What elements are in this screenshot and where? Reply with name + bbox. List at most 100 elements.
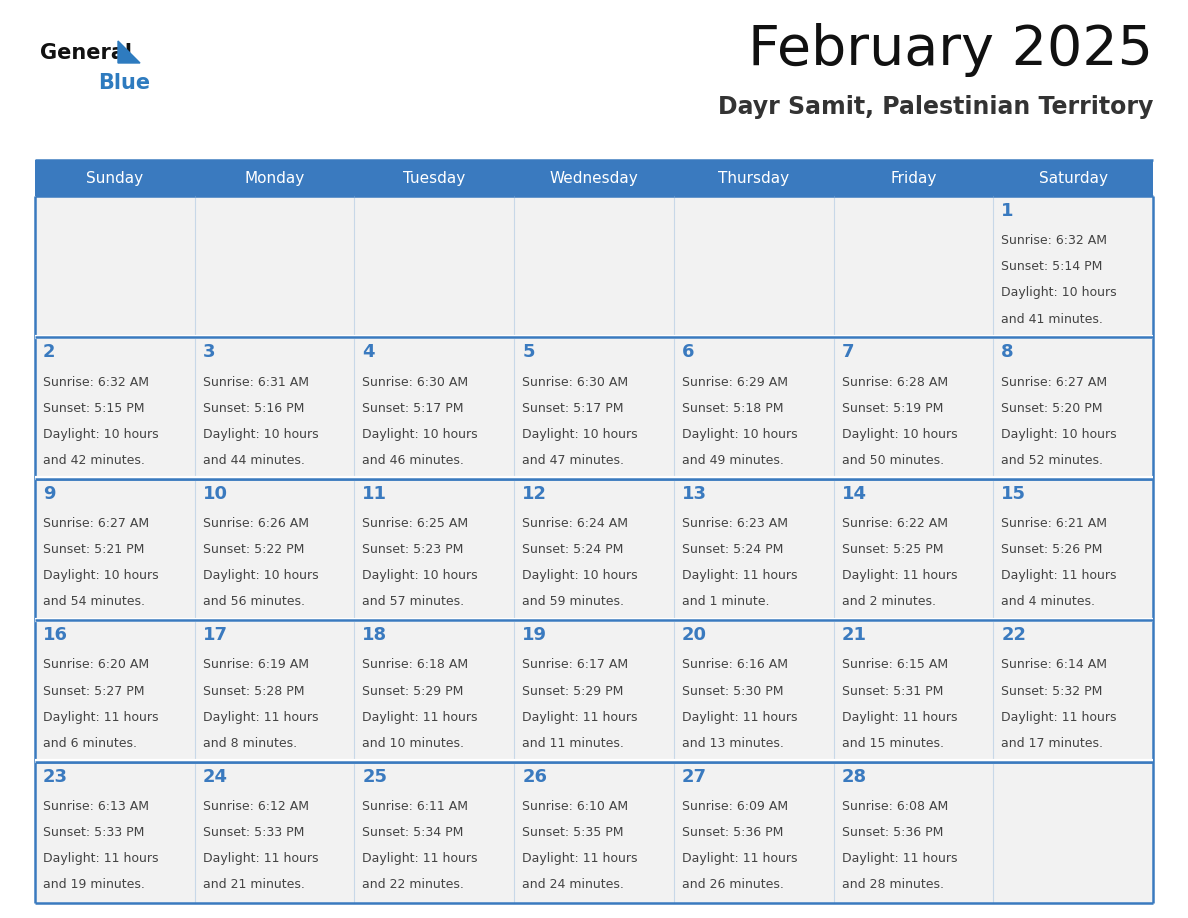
- Text: Sunrise: 6:24 AM: Sunrise: 6:24 AM: [523, 517, 628, 530]
- Bar: [834, 762, 993, 903]
- Text: 24: 24: [203, 767, 228, 786]
- Text: 3: 3: [203, 343, 215, 362]
- Text: Daylight: 11 hours: Daylight: 11 hours: [682, 569, 797, 582]
- Text: Daylight: 10 hours: Daylight: 10 hours: [523, 428, 638, 441]
- Bar: [514, 621, 674, 762]
- Bar: [514, 762, 674, 903]
- Text: and 4 minutes.: and 4 minutes.: [1001, 596, 1095, 609]
- Text: and 44 minutes.: and 44 minutes.: [203, 454, 304, 467]
- Text: Sunrise: 6:26 AM: Sunrise: 6:26 AM: [203, 517, 309, 530]
- Text: and 49 minutes.: and 49 minutes.: [682, 454, 784, 467]
- Text: 12: 12: [523, 485, 548, 503]
- Text: 28: 28: [841, 767, 867, 786]
- Text: Daylight: 11 hours: Daylight: 11 hours: [841, 711, 958, 723]
- Text: Sunset: 5:30 PM: Sunset: 5:30 PM: [682, 685, 783, 698]
- Text: 8: 8: [1001, 343, 1013, 362]
- Text: 10: 10: [203, 485, 228, 503]
- Text: 5: 5: [523, 343, 535, 362]
- Bar: [674, 196, 834, 338]
- Bar: [34, 338, 195, 479]
- Bar: [514, 338, 674, 479]
- Text: Sunset: 5:33 PM: Sunset: 5:33 PM: [203, 826, 304, 839]
- Bar: [354, 479, 514, 621]
- Text: Sunset: 5:29 PM: Sunset: 5:29 PM: [523, 685, 624, 698]
- Text: Sunrise: 6:27 AM: Sunrise: 6:27 AM: [1001, 375, 1107, 388]
- Bar: [993, 621, 1154, 762]
- Text: Sunrise: 6:19 AM: Sunrise: 6:19 AM: [203, 658, 309, 671]
- Text: and 8 minutes.: and 8 minutes.: [203, 737, 297, 750]
- Text: Sunset: 5:16 PM: Sunset: 5:16 PM: [203, 402, 304, 415]
- Text: Sunset: 5:24 PM: Sunset: 5:24 PM: [682, 543, 783, 556]
- Text: 19: 19: [523, 626, 548, 644]
- Text: Daylight: 11 hours: Daylight: 11 hours: [523, 852, 638, 865]
- Text: Sunset: 5:28 PM: Sunset: 5:28 PM: [203, 685, 304, 698]
- Text: Daylight: 11 hours: Daylight: 11 hours: [362, 852, 478, 865]
- Text: and 6 minutes.: and 6 minutes.: [43, 737, 137, 750]
- Text: Daylight: 11 hours: Daylight: 11 hours: [682, 711, 797, 723]
- Text: Daylight: 10 hours: Daylight: 10 hours: [523, 569, 638, 582]
- Text: Sunrise: 6:13 AM: Sunrise: 6:13 AM: [43, 800, 148, 812]
- Text: Sunset: 5:36 PM: Sunset: 5:36 PM: [841, 826, 943, 839]
- Text: Daylight: 10 hours: Daylight: 10 hours: [203, 428, 318, 441]
- Text: Daylight: 10 hours: Daylight: 10 hours: [1001, 428, 1117, 441]
- Text: 25: 25: [362, 767, 387, 786]
- Text: Sunset: 5:32 PM: Sunset: 5:32 PM: [1001, 685, 1102, 698]
- Text: Sunset: 5:21 PM: Sunset: 5:21 PM: [43, 543, 145, 556]
- Text: Sunrise: 6:17 AM: Sunrise: 6:17 AM: [523, 658, 628, 671]
- Text: Sunset: 5:34 PM: Sunset: 5:34 PM: [362, 826, 463, 839]
- Text: Wednesday: Wednesday: [550, 171, 638, 185]
- Text: 1: 1: [1001, 202, 1013, 220]
- Text: Tuesday: Tuesday: [403, 171, 466, 185]
- Bar: [195, 762, 354, 903]
- Text: and 21 minutes.: and 21 minutes.: [203, 879, 304, 891]
- Text: Sunrise: 6:16 AM: Sunrise: 6:16 AM: [682, 658, 788, 671]
- Text: and 41 minutes.: and 41 minutes.: [1001, 313, 1104, 326]
- Text: 26: 26: [523, 767, 548, 786]
- Text: Sunset: 5:26 PM: Sunset: 5:26 PM: [1001, 543, 1102, 556]
- Text: Saturday: Saturday: [1038, 171, 1107, 185]
- Bar: [354, 621, 514, 762]
- Text: Sunrise: 6:18 AM: Sunrise: 6:18 AM: [362, 658, 468, 671]
- Text: Dayr Samit, Palestinian Territory: Dayr Samit, Palestinian Territory: [718, 95, 1154, 119]
- Text: Sunrise: 6:29 AM: Sunrise: 6:29 AM: [682, 375, 788, 388]
- Bar: [834, 621, 993, 762]
- Text: Friday: Friday: [890, 171, 936, 185]
- Text: Sunset: 5:24 PM: Sunset: 5:24 PM: [523, 543, 624, 556]
- Bar: [993, 479, 1154, 621]
- Text: Sunrise: 6:30 AM: Sunrise: 6:30 AM: [362, 375, 468, 388]
- Text: Sunrise: 6:12 AM: Sunrise: 6:12 AM: [203, 800, 309, 812]
- Text: Sunset: 5:17 PM: Sunset: 5:17 PM: [362, 402, 465, 415]
- Bar: [993, 196, 1154, 338]
- Text: 17: 17: [203, 626, 228, 644]
- Text: Thursday: Thursday: [719, 171, 789, 185]
- Bar: [34, 762, 195, 903]
- Text: Sunrise: 6:08 AM: Sunrise: 6:08 AM: [841, 800, 948, 812]
- Text: Sunday: Sunday: [87, 171, 144, 185]
- Text: Daylight: 10 hours: Daylight: 10 hours: [362, 569, 478, 582]
- Bar: [834, 338, 993, 479]
- Text: and 19 minutes.: and 19 minutes.: [43, 879, 145, 891]
- Text: and 15 minutes.: and 15 minutes.: [841, 737, 943, 750]
- Text: Sunset: 5:27 PM: Sunset: 5:27 PM: [43, 685, 145, 698]
- Bar: [834, 479, 993, 621]
- Text: Daylight: 11 hours: Daylight: 11 hours: [1001, 569, 1117, 582]
- Text: and 28 minutes.: and 28 minutes.: [841, 879, 943, 891]
- Text: 14: 14: [841, 485, 866, 503]
- Text: Sunrise: 6:25 AM: Sunrise: 6:25 AM: [362, 517, 468, 530]
- Bar: [993, 338, 1154, 479]
- Text: Daylight: 10 hours: Daylight: 10 hours: [682, 428, 797, 441]
- Text: 9: 9: [43, 485, 56, 503]
- Bar: [354, 762, 514, 903]
- Bar: [34, 160, 1154, 196]
- Bar: [34, 621, 195, 762]
- Text: Sunrise: 6:30 AM: Sunrise: 6:30 AM: [523, 375, 628, 388]
- Bar: [195, 196, 354, 338]
- Text: and 17 minutes.: and 17 minutes.: [1001, 737, 1104, 750]
- Text: and 2 minutes.: and 2 minutes.: [841, 596, 936, 609]
- Text: Daylight: 11 hours: Daylight: 11 hours: [362, 711, 478, 723]
- Text: Sunrise: 6:22 AM: Sunrise: 6:22 AM: [841, 517, 948, 530]
- Text: 27: 27: [682, 767, 707, 786]
- Text: 22: 22: [1001, 626, 1026, 644]
- Text: 7: 7: [841, 343, 854, 362]
- Text: Daylight: 10 hours: Daylight: 10 hours: [1001, 286, 1117, 299]
